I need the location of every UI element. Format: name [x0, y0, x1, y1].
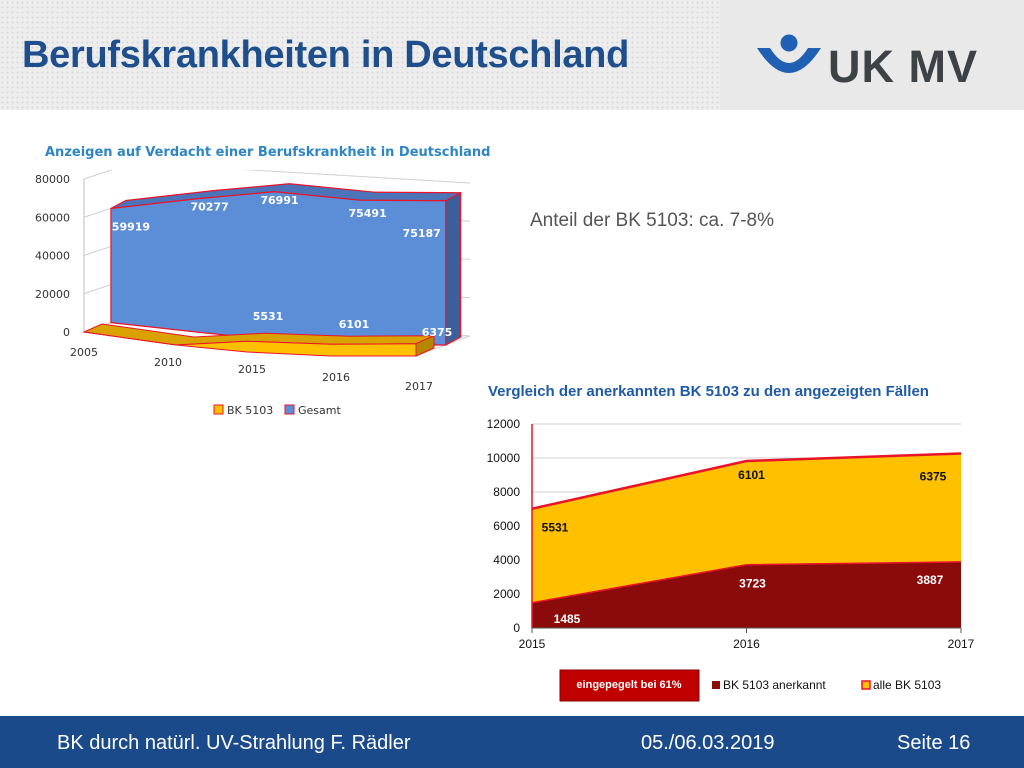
legend-swatch-bk5103 — [213, 404, 224, 415]
area-alle-bk5103 — [532, 453, 961, 603]
x-tick-label: 2015 — [519, 637, 546, 651]
x-tick-label: 2017 — [948, 637, 975, 651]
y-tick-label: 12000 — [487, 417, 521, 431]
legend-swatch-anerkannt — [712, 681, 720, 689]
x-tick-label: 2016 — [322, 371, 350, 384]
x-tick-label: 2017 — [405, 380, 433, 393]
y-tick-label: 2000 — [493, 587, 520, 601]
gesamt-data-label: 75491 — [348, 207, 386, 220]
alle-bk5103-data-label: 6101 — [738, 468, 765, 482]
line-bk5103-anerkannt — [531, 561, 962, 604]
y-tick-label: 20000 — [35, 288, 70, 301]
legend-swatch-gesamt — [284, 404, 295, 415]
y-tick-label: 6000 — [493, 519, 520, 533]
footer-date: 05./06.03.2019 — [641, 732, 775, 754]
gesamt-data-label: 59919 — [112, 220, 150, 233]
anerkannt-data-label: 1485 — [554, 612, 581, 626]
bk5103-side-face — [415, 334, 435, 357]
x-tick-label: 2015 — [238, 363, 266, 376]
legend-label-anerkannt: BK 5103 anerkannt — [723, 678, 826, 692]
chart2-title: Vergleich der anerkannten BK 5103 zu den… — [488, 383, 929, 400]
x-tick-label: 2010 — [154, 356, 182, 369]
y-tick-label: 8000 — [493, 485, 520, 499]
gesamt-data-label: 75187 — [403, 227, 441, 240]
gesamt-side-face — [445, 191, 462, 346]
legend-label-alle: alle BK 5103 — [873, 678, 941, 692]
legend-label-gesamt: Gesamt — [298, 404, 341, 417]
slide-footer: BK durch natürl. UV-Strahlung F. Rädler … — [0, 716, 1024, 768]
gesamt-data-label: 70277 — [191, 201, 229, 214]
legend-swatch-alle — [861, 680, 871, 690]
anerkannt-data-label: 3723 — [739, 577, 766, 591]
chart-3d-area-anzeigen: 80000 60000 40000 20000 0 59919 70277 76991 7549… — [35, 170, 470, 417]
area-bk5103-anerkannt — [532, 561, 961, 628]
bk5103-data-label: 5531 — [253, 310, 284, 323]
gesamt-data-label: 76991 — [260, 194, 298, 207]
y-tick-label: 10000 — [487, 451, 521, 465]
bk5103-share-note: Anteil der BK 5103: ca. 7-8% — [530, 210, 774, 231]
footer-author: BK durch natürl. UV-Strahlung F. Rädler — [57, 732, 411, 754]
x-tick-label: 2016 — [733, 637, 760, 651]
y-tick-label: 80000 — [35, 173, 70, 186]
y-tick-label: 40000 — [35, 250, 70, 263]
ukmv-logo-icon — [757, 34, 821, 73]
legend-label-bk5103: BK 5103 — [227, 404, 273, 417]
slide-title: Berufskrankheiten in Deutschland — [22, 34, 629, 76]
side-gridline — [83, 170, 114, 180]
footer-page-number: Seite 16 — [897, 732, 971, 754]
anerkannt-data-label: 3887 — [917, 573, 944, 587]
gesamt-area — [110, 191, 447, 346]
logo-text: UK MV — [828, 41, 978, 92]
x-tick-label: 2005 — [70, 346, 98, 359]
y-tick-label: 60000 — [35, 211, 70, 224]
bk5103-data-label: 6101 — [339, 318, 370, 331]
y-tick-label: 4000 — [493, 553, 520, 567]
bk5103-data-label: 6375 — [422, 326, 453, 339]
chart-stacked-area-vergleich: 12000 10000 8000 6000 4000 2000 0 2015 2016 2017 5… — [487, 417, 975, 702]
alle-bk5103-data-label: 6375 — [920, 470, 947, 484]
back-gridline — [242, 170, 470, 184]
alle-bk5103-data-label: 5531 — [542, 521, 569, 535]
y-tick-label: 0 — [63, 326, 70, 339]
annotation-text: eingepegelt bei 61% — [576, 679, 681, 691]
y-tick-label: 0 — [513, 621, 520, 635]
line-alle-bk5103 — [531, 452, 962, 510]
annotation-box — [559, 669, 700, 702]
chart1-title: Anzeigen auf Verdacht einer Berufskrankh… — [45, 145, 491, 160]
